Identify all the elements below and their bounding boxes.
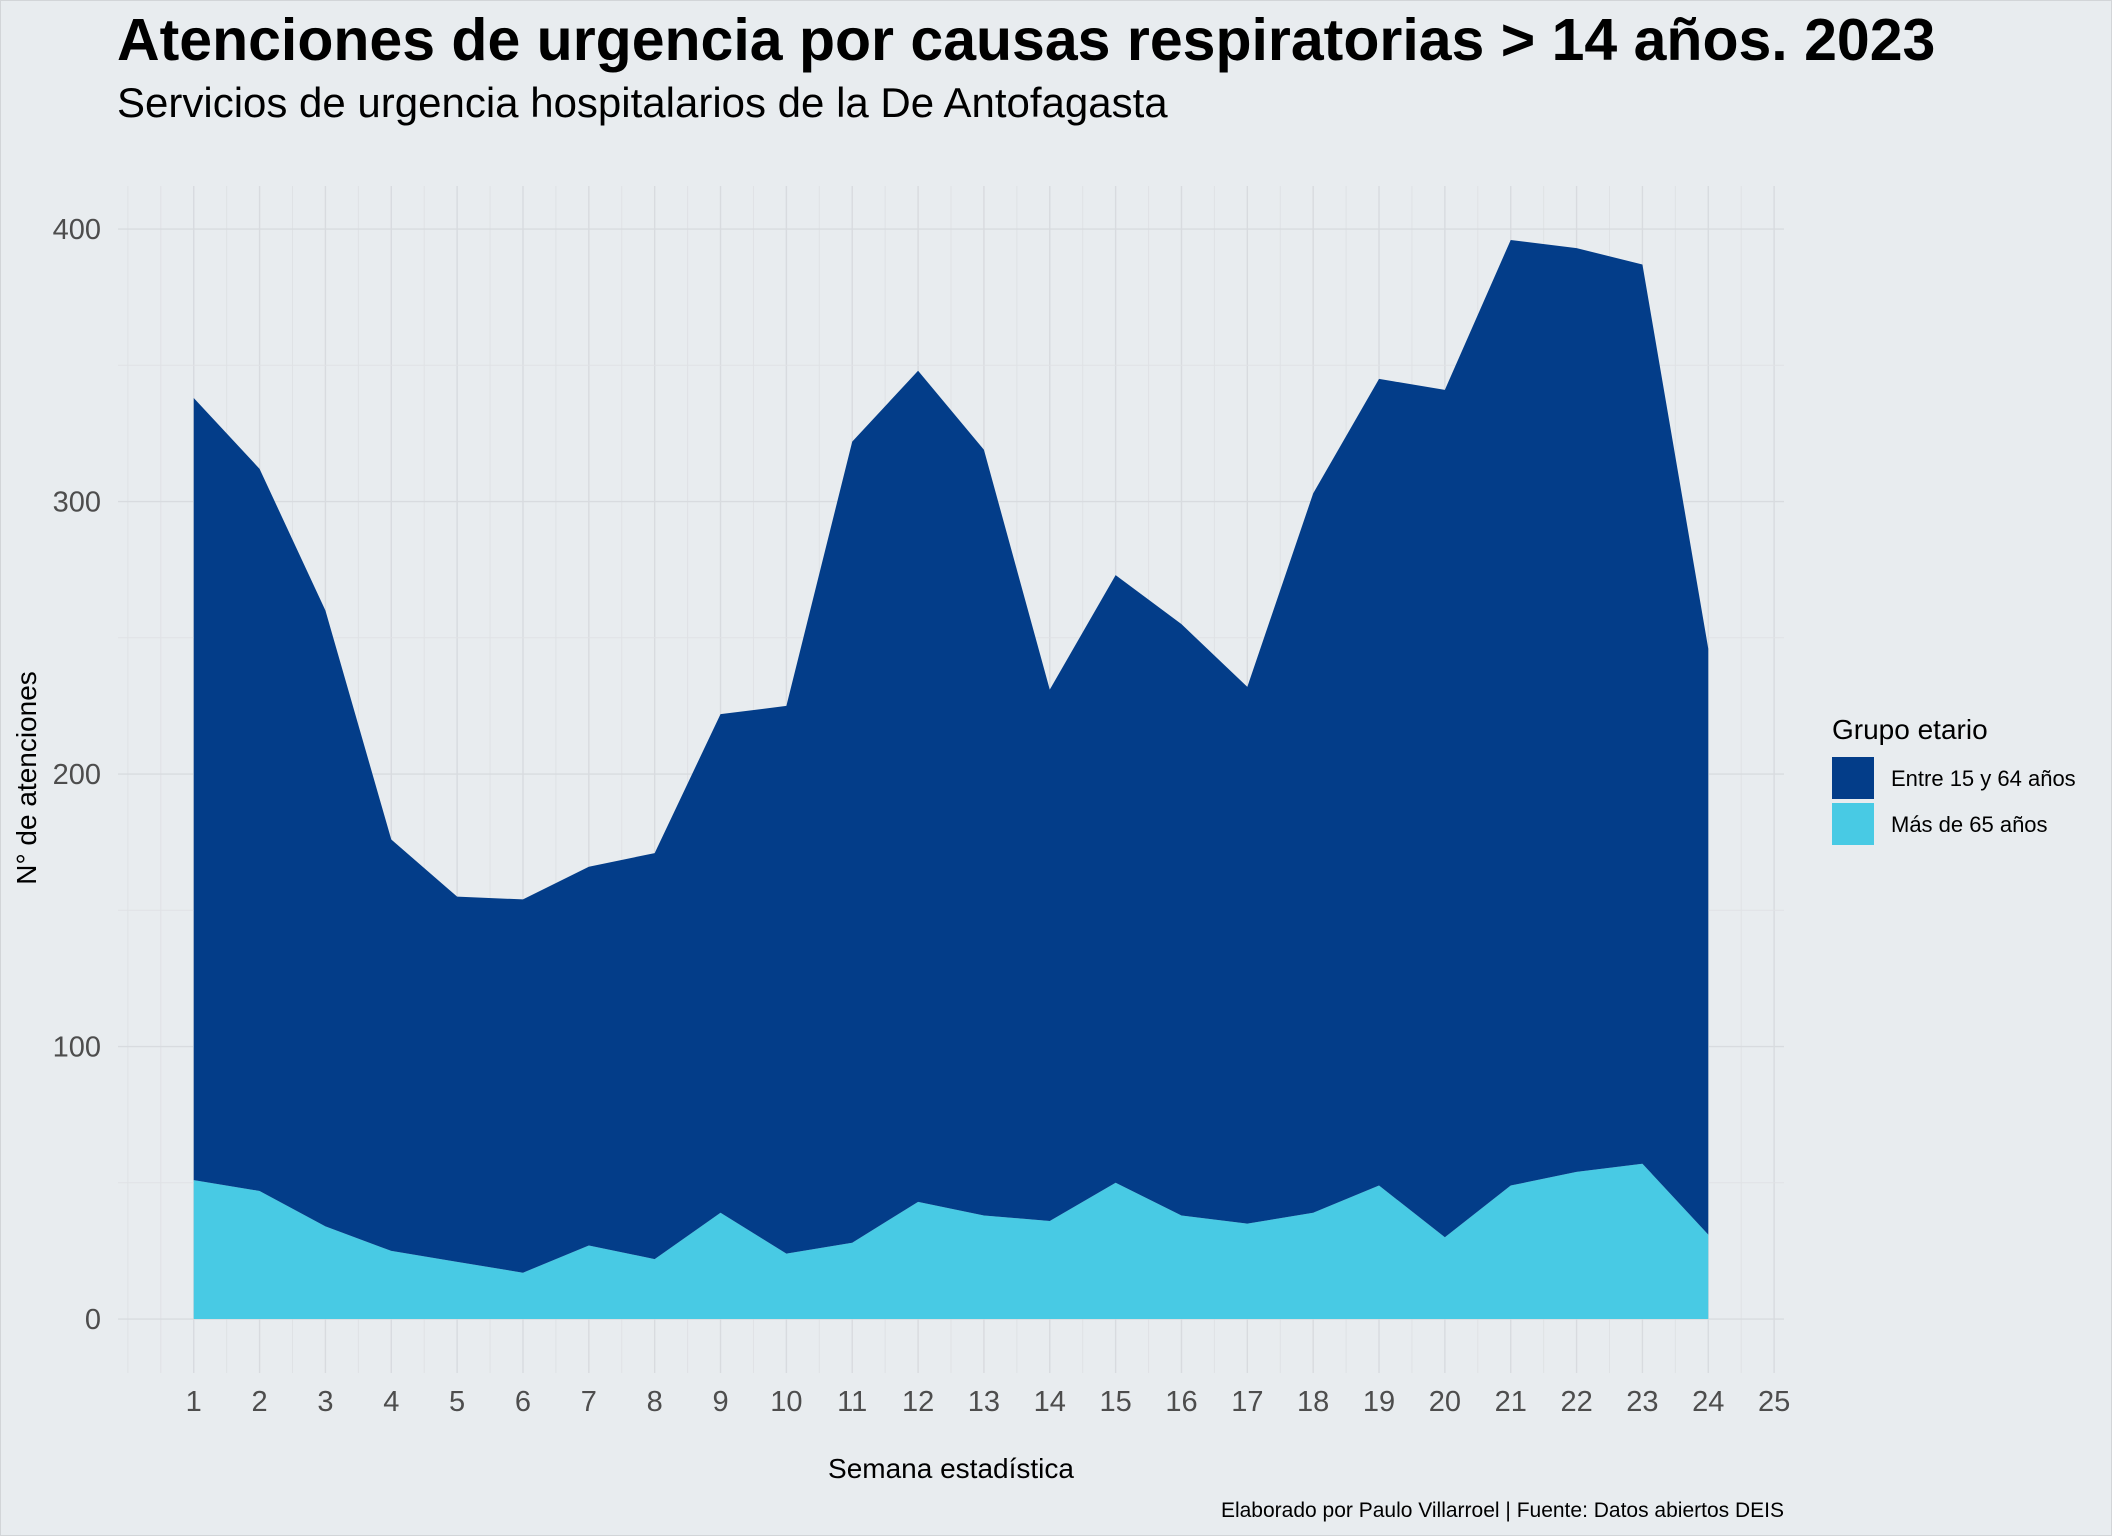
y-tick-label: 100 [53, 1032, 101, 1064]
x-tick-label: 6 [515, 1386, 531, 1418]
x-tick-label: 8 [647, 1386, 663, 1418]
x-tick-label: 14 [1034, 1386, 1066, 1418]
x-tick-label: 24 [1692, 1386, 1724, 1418]
x-tick-label: 25 [1758, 1386, 1790, 1418]
x-tick-label: 23 [1626, 1386, 1658, 1418]
chart-subtitle: Servicios de urgencia hospitalarios de l… [117, 79, 1168, 126]
x-tick-label: 22 [1560, 1386, 1592, 1418]
x-tick-label: 16 [1165, 1386, 1197, 1418]
chart-title: Atenciones de urgencia por causas respir… [117, 7, 1935, 73]
x-tick-label: 2 [252, 1386, 268, 1418]
x-tick-label: 7 [581, 1386, 597, 1418]
legend-key-entre-15-y-64-anos [1832, 757, 1874, 799]
x-tick-label: 3 [317, 1386, 333, 1418]
chart-caption: Elaborado por Paulo Villarroel | Fuente:… [1221, 1499, 1784, 1522]
x-tick-label: 20 [1429, 1386, 1461, 1418]
x-tick-label: 1 [186, 1386, 202, 1418]
x-tick-label: 5 [449, 1386, 465, 1418]
x-tick-label: 13 [968, 1386, 1000, 1418]
y-tick-label: 400 [53, 214, 101, 246]
y-tick-label: 0 [85, 1304, 101, 1336]
x-tick-label: 21 [1495, 1386, 1527, 1418]
legend-key-mas-de-65-anos [1832, 803, 1874, 845]
x-tick-label: 11 [837, 1386, 867, 1418]
legend-title: Grupo etario [1832, 714, 1988, 745]
x-tick-label: 17 [1231, 1386, 1263, 1418]
y-axis-tick-labels: 0 100 200 300 400 [53, 214, 101, 1336]
x-tick-label: 12 [902, 1386, 934, 1418]
x-tick-label: 4 [383, 1386, 399, 1418]
x-tick-label: 18 [1297, 1386, 1329, 1418]
x-tick-label: 9 [712, 1386, 728, 1418]
x-axis-tick-labels: 1 2 3 4 5 6 7 8 9 10 11 12 13 14 15 16 17 18 19 20 21 22 23 24 2… [186, 1386, 1791, 1418]
x-tick-label: 10 [770, 1386, 802, 1418]
plot-areas [193, 239, 1709, 1320]
y-axis-title: N° de atenciones [11, 671, 42, 885]
x-tick-label: 15 [1099, 1386, 1131, 1418]
x-axis-title: Semana estadística [828, 1453, 1074, 1484]
x-tick-label: 19 [1363, 1386, 1395, 1418]
area-series-entre-15-y-64-anos [193, 239, 1709, 1273]
y-tick-label: 300 [53, 487, 101, 519]
y-tick-label: 200 [53, 759, 101, 791]
legend-label-entre-15-y-64-anos: Entre 15 y 64 años [1891, 766, 2076, 791]
area-series-mas-de-65-anos [193, 1163, 1709, 1320]
legend: Grupo etario Entre 15 y 64 años Más de 6… [1832, 714, 2076, 845]
legend-label-mas-de-65-anos: Más de 65 años [1891, 812, 2048, 837]
